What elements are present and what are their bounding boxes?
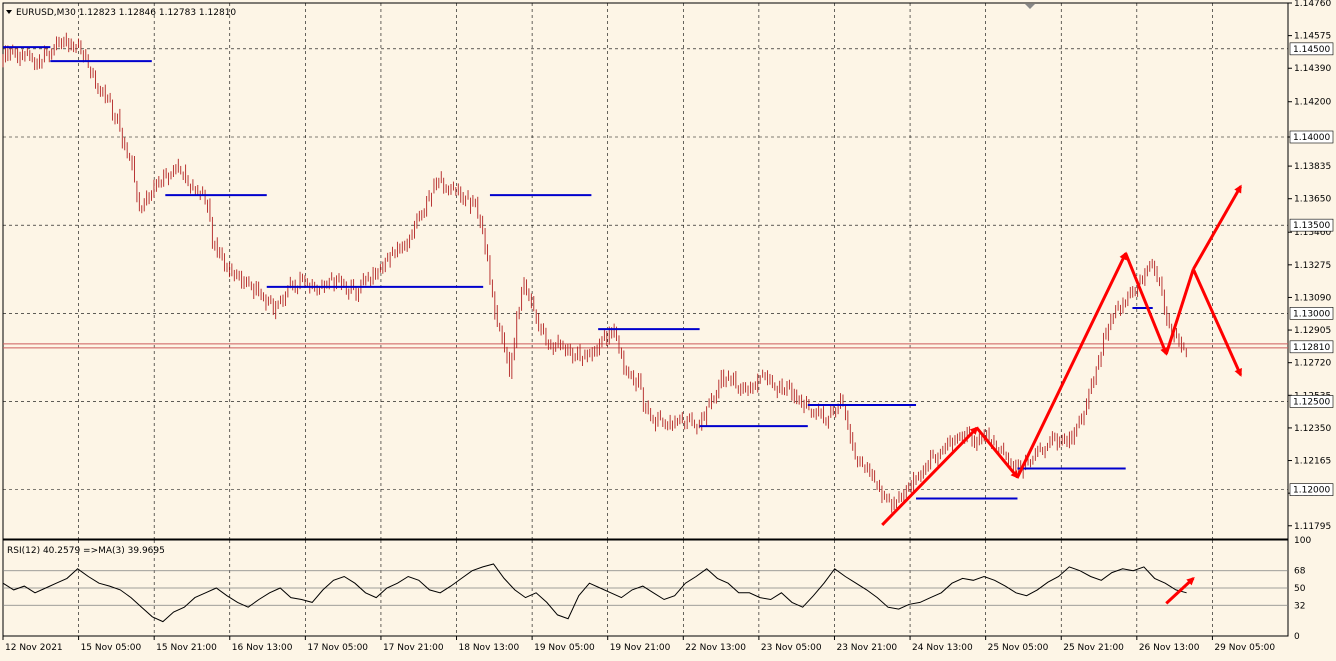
projection-arrow <box>1124 252 1168 356</box>
rsi-info: RSI(12) 40.2579 =>MA(3) 39.9695 <box>7 546 165 556</box>
time-tick-label: 23 Nov 21:00 <box>836 643 897 653</box>
level-badge <box>1289 340 1334 354</box>
projection-arrow <box>1164 268 1195 355</box>
level-badge <box>1289 130 1334 144</box>
level-badge-label: 1.14000 <box>1293 133 1330 143</box>
rsi-tick-label: 0 <box>1294 632 1300 642</box>
level-badge-label: 1.13500 <box>1293 221 1330 231</box>
time-tick-label: 15 Nov 21:00 <box>156 643 217 653</box>
level-badge-label: 1.12000 <box>1293 486 1330 496</box>
time-tick-label: 15 Nov 05:00 <box>81 643 142 653</box>
rsi-tick-label: 50 <box>1294 584 1306 594</box>
rsi-projection-arrow <box>1165 577 1195 605</box>
time-tick-label: 18 Nov 13:00 <box>459 643 520 653</box>
time-tick-label: 19 Nov 21:00 <box>610 643 671 653</box>
time-tick-label: 16 Nov 13:00 <box>232 643 293 653</box>
price-tick-label: 1.12350 <box>1294 424 1331 434</box>
horizontal-levels <box>3 343 1288 349</box>
projection-arrow <box>975 426 1019 479</box>
symbol-info: EURUSD,M30 1.12823 1.12846 1.12783 1.128… <box>16 8 236 18</box>
time-tick-label: 17 Nov 05:00 <box>307 643 368 653</box>
price-axis[interactable]: 1.14760 1.14575 1.14390 1.14200 1.14000 1.138… <box>1288 0 1334 642</box>
price-tick-label: 1.13835 <box>1294 162 1331 172</box>
projection-arrow <box>1016 251 1128 478</box>
rsi-tick-label: 68 <box>1294 567 1306 577</box>
level-badge-label: 1.14500 <box>1293 45 1330 55</box>
rsi-tick-label: 100 <box>1294 536 1311 546</box>
price-tick-label: 1.12905 <box>1294 326 1331 336</box>
price-candles <box>2 32 1187 513</box>
time-tick-label: 12 Nov 2021 <box>5 643 63 653</box>
price-tick-label: 1.14200 <box>1294 98 1331 108</box>
time-axis[interactable]: 12 Nov 2021 15 Nov 05:00 15 Nov 21:00 16 No… <box>2 636 1275 653</box>
price-tick-label: 1.14760 <box>1294 0 1331 9</box>
projection-arrow <box>1192 184 1242 270</box>
projection-arrow <box>1191 268 1243 377</box>
price-tick-label: 1.13275 <box>1294 261 1331 271</box>
price-tick-label: 1.14575 <box>1294 32 1331 42</box>
time-tick-label: 17 Nov 21:00 <box>383 643 444 653</box>
projection-arrow <box>881 426 979 526</box>
triangle-down-icon[interactable] <box>6 10 12 14</box>
time-tick-label: 23 Nov 05:00 <box>761 643 822 653</box>
rsi-indicator <box>2 563 1288 623</box>
scroll-marker-icon[interactable] <box>1025 4 1035 9</box>
time-tick-label: 25 Nov 21:00 <box>1063 643 1124 653</box>
price-tick-label: 1.13460 <box>1294 228 1331 238</box>
level-badge-label: 1.12500 <box>1293 397 1330 407</box>
level-badge <box>1289 307 1334 320</box>
price-tick-label: 1.14390 <box>1294 64 1331 74</box>
level-badge <box>1289 395 1334 408</box>
support-resistance-lines <box>3 46 1153 500</box>
level-badge-label: 1.12810 <box>1293 343 1330 353</box>
price-tick-label: 1.12720 <box>1294 359 1331 369</box>
time-tick-label: 29 Nov 05:00 <box>1214 643 1275 653</box>
rsi-line <box>2 563 1187 623</box>
level-badge-label: 1.13000 <box>1293 309 1330 319</box>
rsi-tick-label: 32 <box>1294 601 1305 611</box>
price-tick-label: 1.11795 <box>1294 522 1331 532</box>
time-tick-label: 22 Nov 13:00 <box>685 643 746 653</box>
time-tick-label: 19 Nov 05:00 <box>534 643 595 653</box>
level-badge <box>1289 483 1334 496</box>
time-tick-label: 26 Nov 13:00 <box>1139 643 1200 653</box>
chart-grid <box>3 3 1288 636</box>
time-tick-label: 25 Nov 05:00 <box>988 643 1049 653</box>
level-badge <box>1289 218 1334 232</box>
price-tick-label: 1.13650 <box>1294 195 1331 205</box>
main-chart-area[interactable] <box>2 2 1289 540</box>
price-tick-label: 1.12165 <box>1294 457 1331 467</box>
level-badge <box>1289 42 1334 56</box>
projection-arrows <box>881 184 1243 526</box>
price-tick-label: 1.13090 <box>1294 293 1331 303</box>
time-tick-label: 24 Nov 13:00 <box>912 643 973 653</box>
